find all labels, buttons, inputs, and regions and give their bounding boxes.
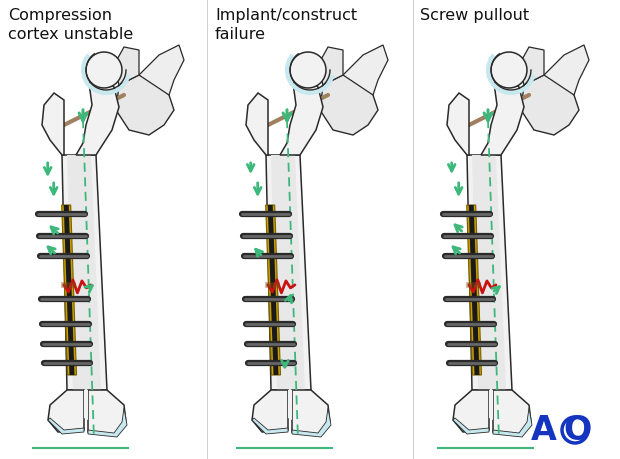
Polygon shape [453, 418, 489, 434]
Polygon shape [64, 205, 74, 375]
Polygon shape [491, 52, 527, 88]
Polygon shape [467, 155, 512, 390]
Polygon shape [292, 390, 330, 435]
Polygon shape [42, 93, 64, 155]
Polygon shape [88, 390, 126, 435]
Polygon shape [447, 93, 469, 155]
Polygon shape [519, 47, 544, 85]
Polygon shape [88, 408, 127, 437]
Polygon shape [521, 75, 579, 135]
Polygon shape [246, 93, 268, 155]
Polygon shape [268, 205, 278, 375]
Polygon shape [48, 418, 84, 434]
Polygon shape [266, 155, 311, 390]
Polygon shape [62, 155, 107, 390]
Polygon shape [86, 52, 122, 88]
Polygon shape [67, 155, 101, 390]
Polygon shape [472, 155, 506, 390]
Polygon shape [467, 205, 482, 375]
Polygon shape [139, 45, 184, 95]
Polygon shape [493, 390, 531, 435]
Polygon shape [493, 408, 532, 437]
Polygon shape [252, 418, 288, 434]
Polygon shape [252, 390, 288, 432]
Polygon shape [288, 390, 292, 420]
Polygon shape [343, 45, 388, 95]
Polygon shape [544, 45, 589, 95]
Text: O: O [563, 414, 591, 447]
Polygon shape [320, 75, 378, 135]
Polygon shape [290, 52, 326, 88]
Polygon shape [489, 390, 493, 420]
Polygon shape [266, 205, 280, 375]
Polygon shape [280, 77, 323, 155]
Polygon shape [271, 155, 305, 390]
Polygon shape [84, 390, 88, 420]
Polygon shape [292, 408, 331, 437]
Polygon shape [48, 390, 84, 432]
Polygon shape [116, 75, 174, 135]
Polygon shape [76, 77, 119, 155]
Polygon shape [62, 205, 76, 375]
Polygon shape [481, 77, 524, 155]
Text: Compression
cortex unstable: Compression cortex unstable [8, 8, 133, 42]
Polygon shape [114, 47, 139, 85]
Text: Implant/construct
failure: Implant/construct failure [215, 8, 357, 42]
Polygon shape [469, 205, 479, 375]
Polygon shape [318, 47, 343, 85]
Text: Screw pullout: Screw pullout [420, 8, 529, 23]
Polygon shape [453, 390, 489, 432]
Text: A: A [531, 414, 557, 447]
